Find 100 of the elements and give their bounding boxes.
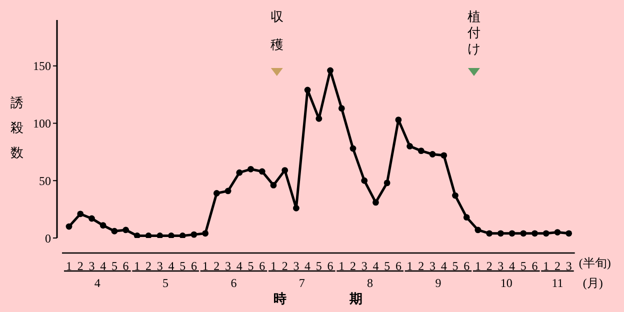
x-tick-label: 3 [225, 259, 232, 273]
x-tick-label: 2 [214, 259, 220, 273]
x-tick-label: 2 [146, 259, 152, 273]
text: 9 [435, 276, 442, 290]
x-tick-label: 4 [440, 259, 447, 273]
point [156, 232, 164, 238]
x-tick-label: 3 [361, 259, 368, 273]
y-tick-label: 100 [33, 116, 51, 131]
x-tick-label: 2 [77, 259, 84, 273]
point [190, 231, 198, 238]
text: 8 [367, 276, 374, 290]
x-tick-label: 2 [418, 259, 424, 273]
point [486, 230, 493, 237]
point [179, 232, 186, 238]
x-tick-label: 3 [566, 259, 572, 273]
annotation: 収穫 [270, 9, 284, 52]
x-tick-label: 1 [270, 259, 276, 273]
x-tick-label: 4 [304, 259, 311, 273]
text: 6 [230, 276, 237, 290]
text: 10 [500, 276, 512, 290]
x-tick-label: 4 [236, 259, 242, 273]
y-tick-label: 150 [33, 59, 51, 74]
text: (半旬) [578, 256, 611, 270]
point [418, 148, 424, 154]
point [497, 230, 504, 237]
text: (月) [582, 276, 603, 290]
y-tick-label: 0 [45, 231, 51, 246]
x-tick-label: 4 [372, 259, 379, 273]
x-tick-label: 3 [88, 259, 95, 273]
x-tick-label: 1 [66, 259, 72, 273]
point [520, 230, 527, 237]
x-tick-label: 2 [554, 259, 560, 273]
point [134, 232, 140, 238]
point [554, 229, 561, 236]
x-tick-label: 5 [452, 259, 458, 273]
point [236, 169, 243, 176]
point [395, 116, 402, 124]
point [350, 145, 356, 152]
x-tick-label: 6 [327, 259, 334, 273]
text: 時期 [274, 291, 362, 306]
x-tick-label: 2 [282, 259, 288, 273]
point [224, 188, 232, 194]
point [270, 182, 277, 188]
point [440, 152, 448, 159]
point [77, 210, 84, 218]
x-tick-label: 5 [248, 259, 254, 273]
x-tick-label: 5 [180, 259, 186, 273]
point [372, 199, 379, 206]
point [406, 143, 413, 150]
x-tick-label: 1 [202, 259, 208, 273]
x-tick-label: 3 [293, 259, 300, 273]
point [508, 230, 516, 237]
point [384, 180, 390, 186]
x-tick-label: 3 [156, 259, 163, 273]
point [361, 177, 368, 184]
point [258, 168, 266, 175]
point [248, 166, 254, 172]
annotation: 植付け [466, 9, 480, 56]
x-tick-label: 5 [111, 259, 118, 273]
y-axis-title: 誘殺数 [10, 95, 24, 160]
x-tick-label: 4 [509, 259, 516, 273]
point [304, 86, 311, 94]
point [542, 230, 550, 237]
point [100, 222, 106, 229]
point [316, 115, 322, 122]
point [213, 190, 220, 196]
point [111, 228, 118, 234]
x-tick-label: 3 [498, 259, 504, 273]
text: 4 [94, 276, 100, 290]
point [327, 67, 334, 74]
point [293, 204, 300, 212]
point [122, 226, 129, 234]
x-tick-label: 4 [168, 259, 174, 273]
point [452, 192, 458, 199]
point [168, 232, 174, 238]
x-tick-label: 5 [316, 259, 322, 273]
x-tick-label: 1 [406, 259, 413, 273]
point [145, 232, 152, 238]
point [88, 215, 95, 222]
x-tick-label: 4 [100, 259, 106, 273]
x-tick-label: 1 [338, 259, 345, 273]
x-tick-label: 1 [474, 259, 481, 273]
x-tick-label: 3 [430, 259, 436, 273]
point [338, 105, 345, 112]
x-tick-label: 6 [259, 259, 266, 273]
point [532, 230, 538, 237]
text: 11 [552, 276, 564, 290]
text: 5 [162, 276, 169, 290]
x-tick-label: 1 [543, 259, 550, 273]
point [566, 230, 572, 237]
point [202, 230, 209, 237]
x-tick-label: 6 [395, 259, 402, 273]
x-tick-label: 5 [384, 259, 390, 273]
x-tick-label: 1 [134, 259, 140, 273]
x-tick-label: 5 [520, 259, 526, 273]
x-tick-label: 6 [122, 259, 129, 273]
x-tick-label: 2 [486, 259, 492, 273]
point [66, 223, 72, 230]
x-tick-label: 6 [532, 259, 538, 273]
x-tick-label: 6 [464, 259, 470, 273]
